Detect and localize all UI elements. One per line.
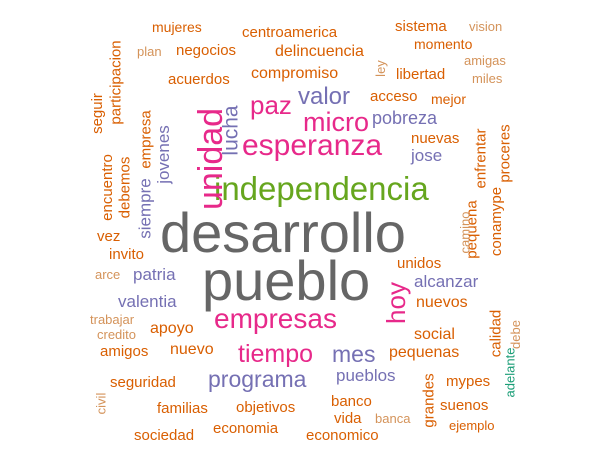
word-lucha: lucha [219,105,243,156]
word-seguir: seguir [88,93,106,134]
word-siempre: siempre [135,178,155,239]
word-encuentro: encuentro [98,154,116,221]
word-pobreza: pobreza [372,108,438,128]
word-banca: banca [375,411,411,426]
word-amigas: amigas [464,53,506,68]
word-alcanzar: alcanzar [414,272,479,291]
word-camino: camino [457,211,473,254]
word-negocios: negocios [176,42,237,59]
word-tiempo: tiempo [238,340,314,368]
word-ejemplo: ejemplo [449,418,495,433]
word-proceres: proceres [496,124,514,183]
word-sociedad: sociedad [134,427,195,444]
word-economico: economico [306,427,379,444]
word-nuevos: nuevos [416,294,468,311]
word-patria: patria [133,265,176,284]
word-mejor: mejor [431,91,467,107]
word-desarrollo: desarrollo [160,201,406,264]
word-acceso: acceso [370,88,418,105]
word-social: social [414,326,455,343]
word-micro: micro [303,107,369,137]
word-compromiso: compromiso [251,65,339,82]
word-seguridad: seguridad [110,374,176,391]
word-programa: programa [208,366,307,392]
word-delincuencia: delincuencia [275,43,364,60]
word-vision: vision [469,19,503,34]
word-calidad: calidad [487,309,505,358]
word-sistema: sistema [395,18,447,35]
word-arce: arce [95,267,121,282]
word-civil: civil [93,392,109,415]
word-vida: vida [334,410,362,427]
word-mypes: mypes [446,373,491,390]
word-mes: mes [332,341,376,367]
word-banco: banco [331,393,372,410]
word-plan: plan [137,44,162,59]
word-empresas: empresas [214,303,337,334]
word-valentia: valentia [118,292,177,311]
word-centroamerica: centroamerica [242,24,338,41]
word-trabajar: trabajar [90,312,135,327]
word-amigos: amigos [100,343,149,360]
word-valor: valor [298,83,351,110]
word-conamype: conamype [488,186,506,257]
word-nuevo: nuevo [170,341,214,358]
word-pueblos: pueblos [336,366,396,385]
word-hoy: hoy [380,282,411,324]
word-jose: jose [411,146,443,165]
word-adelante: adelante [502,347,518,398]
word-invito: invito [109,246,145,263]
word-suenos: suenos [440,397,489,414]
word-momento: momento [414,36,473,52]
word-mujeres: mujeres [152,19,202,35]
word-unidos: unidos [397,255,442,272]
word-debe: debe [507,320,523,349]
word-credito: credito [97,327,137,342]
word-esperanza: esperanza [242,129,383,162]
word-participacion: participacion [107,40,125,125]
word-debemos: debemos [116,156,134,219]
word-independencia: independencia [214,170,429,207]
word-grandes: grandes [420,373,438,428]
word-empresa: empresa [137,110,155,169]
word-objetivos: objetivos [236,399,296,416]
word-apoyo: apoyo [150,320,194,337]
word-acuerdos: acuerdos [168,71,230,88]
word-miles: miles [472,71,503,86]
word-familias: familias [157,400,208,417]
word-jovenes: jovenes [153,125,173,184]
word-nuevas: nuevas [411,130,460,147]
word-libertad: libertad [396,66,446,83]
word-pueblo: pueblo [202,249,371,312]
word-enfrentar: enfrentar [472,128,490,189]
word-vez: vez [97,228,121,245]
word-economia: economia [213,420,279,437]
word-paz: paz [250,90,292,120]
word-ley: ley [372,60,388,77]
word-pequenas: pequenas [389,344,460,361]
